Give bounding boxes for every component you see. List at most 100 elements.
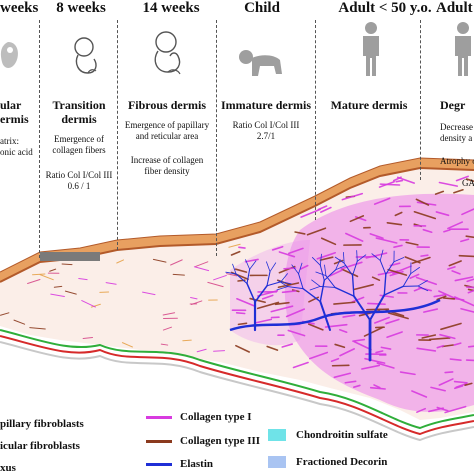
collagen-fiber — [411, 256, 431, 265]
collagen-fiber — [50, 293, 65, 297]
collagen-fiber — [281, 290, 297, 294]
collagen-fiber — [379, 294, 394, 298]
collagen-fiber — [345, 232, 364, 242]
legend-papillary-fibroblasts: pillary fibroblasts — [0, 418, 84, 430]
elastin-fiber — [254, 285, 268, 303]
legend-decorin-swatch — [268, 456, 286, 468]
collagen-fiber — [340, 268, 359, 278]
collagen-fiber — [172, 273, 185, 276]
collagen-fiber — [464, 382, 473, 386]
collagen-fiber — [460, 238, 470, 243]
collagen-fiber — [353, 384, 361, 388]
elastin-fiber — [383, 285, 404, 296]
collagen-fiber — [430, 386, 446, 392]
elastin-fiber — [369, 294, 386, 321]
dermis-body — [0, 168, 474, 420]
collagen-fiber — [394, 211, 403, 217]
collagen-fiber — [447, 266, 456, 270]
stage-divider — [117, 20, 118, 250]
collagen-fiber — [361, 364, 381, 370]
collagen-fiber — [421, 334, 437, 339]
stage-description: Atrophy o — [440, 156, 474, 166]
collagen-fiber — [235, 312, 246, 315]
elastin-fiber — [315, 271, 327, 277]
collagen-fiber — [367, 302, 386, 305]
collagen-fiber — [428, 407, 444, 413]
collagen-fiber — [444, 405, 467, 414]
elastin-fiber — [311, 257, 321, 266]
collagen-fiber — [271, 245, 284, 251]
elastin-fiber — [410, 266, 420, 274]
stage-header: Adult < 50 y.o. — [338, 0, 432, 16]
elastin-fiber — [417, 285, 429, 292]
collagen-fiber — [454, 276, 474, 282]
collagen-fiber — [413, 210, 437, 220]
collagen-fiber — [330, 357, 340, 362]
collagen-fiber — [78, 278, 88, 281]
elastin-fiber — [280, 281, 292, 285]
collagen-fiber — [226, 273, 238, 277]
embryo-icon — [0, 42, 18, 68]
stage-title: Fibrous dermis — [127, 98, 207, 112]
collagen-fiber — [0, 312, 10, 316]
collagen-fiber — [170, 259, 183, 266]
collagen-fiber — [320, 237, 337, 246]
collagen-fiber — [340, 261, 363, 270]
collagen-fiber — [270, 305, 294, 313]
elastin-fiber — [249, 260, 257, 270]
collagen-fiber — [257, 290, 279, 297]
collagen-fiber — [395, 179, 404, 183]
elastin-fiber — [246, 282, 256, 303]
collagen-fiber — [453, 342, 462, 346]
elastin-fiber — [334, 286, 355, 297]
collagen-fiber — [467, 288, 474, 292]
collagen-fiber — [287, 247, 304, 255]
collagen-fiber — [207, 281, 224, 288]
collagen-fiber — [236, 298, 255, 307]
collagen-fiber — [228, 243, 241, 248]
collagen-fiber — [29, 327, 46, 330]
stage-title: ermis — [0, 112, 29, 126]
collagen-fiber — [369, 233, 384, 239]
elastin-fiber — [352, 260, 358, 276]
collagen-fiber — [235, 344, 250, 353]
collagen-fiber — [411, 390, 428, 398]
baby-icon — [239, 50, 282, 76]
collagen-fiber — [261, 294, 274, 300]
collagen-fiber — [379, 183, 401, 186]
elastin-fiber — [383, 273, 387, 296]
collagen-fiber — [162, 326, 172, 331]
collagen-fiber — [64, 290, 77, 295]
collagen-fiber — [196, 348, 207, 353]
collagen-fiber — [90, 303, 101, 308]
epidermis-surface-line — [0, 157, 474, 273]
collagen-fiber — [467, 345, 474, 348]
elastin-fiber — [287, 286, 304, 290]
elastin-fiber — [371, 253, 381, 261]
adult-icon — [455, 22, 471, 76]
collagen-fiber — [339, 328, 348, 334]
elastin-fiber — [235, 273, 248, 285]
collagen-fiber — [266, 345, 279, 351]
elastin-fiber — [269, 262, 277, 272]
collagen-fiber — [454, 296, 474, 307]
collagen-fiber — [439, 333, 456, 340]
collagen-fiber — [373, 384, 381, 389]
collagen-fiber — [278, 251, 296, 258]
stage-description: onic acid — [0, 147, 33, 157]
stage-title: Transition — [52, 98, 106, 112]
collagen-fiber — [339, 348, 355, 357]
collagen-fiber — [428, 337, 451, 341]
stage-description: Increase of collagen — [130, 155, 204, 165]
stage-description: 0.6 / 1 — [67, 181, 91, 191]
collagen-fiber — [461, 208, 474, 216]
collagen-fiber — [376, 362, 395, 369]
elastin-fiber — [225, 271, 237, 275]
collagen-fiber — [237, 322, 248, 326]
stage-title: ular — [0, 98, 22, 112]
collagen-fiber — [274, 301, 290, 306]
collagen-fiber — [320, 206, 332, 213]
collagen-fiber — [433, 293, 447, 298]
collagen-fiber — [438, 181, 459, 187]
